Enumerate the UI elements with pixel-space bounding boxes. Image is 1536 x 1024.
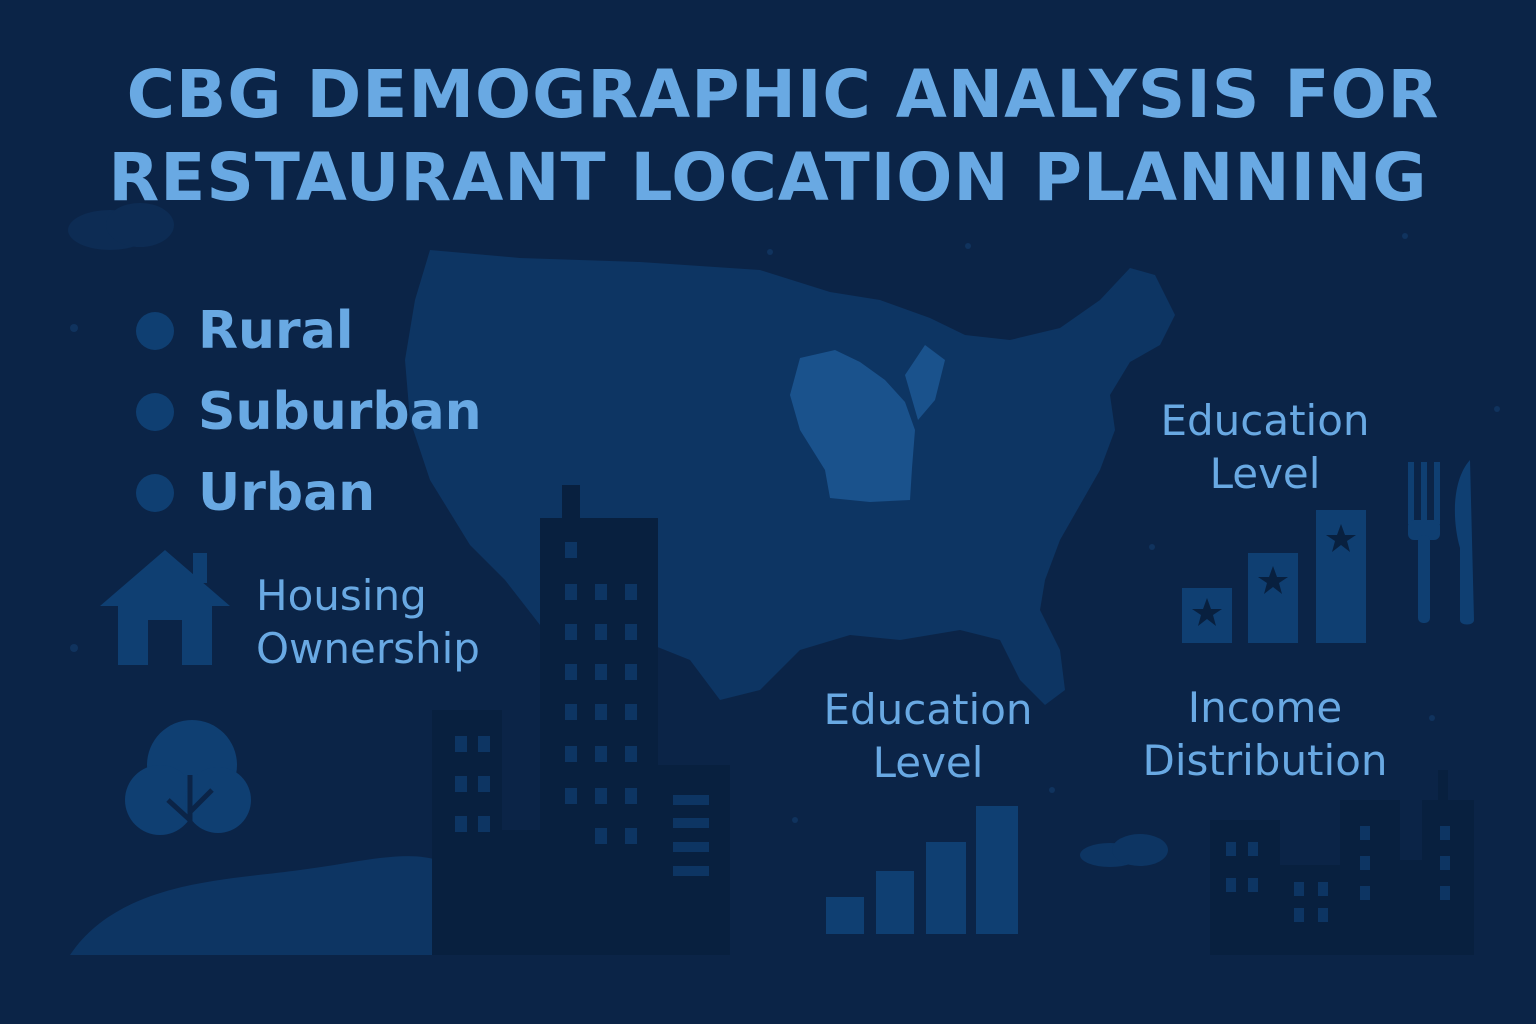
legend-label: Suburban — [198, 381, 482, 442]
area-type-legend: Rural Suburban Urban — [136, 290, 482, 533]
label-line: Level — [1209, 448, 1321, 498]
label-line: Education — [1160, 396, 1370, 445]
label-line: Distribution — [1142, 735, 1388, 785]
label-line: Education — [823, 685, 1033, 734]
legend-dot — [136, 392, 174, 431]
label-line: Income — [1187, 683, 1343, 732]
legend-dot — [136, 473, 174, 512]
knife-icon — [1454, 460, 1474, 625]
house-icon — [100, 550, 230, 665]
cityscape-icon — [1210, 770, 1474, 955]
legend-item-urban: Urban — [136, 452, 482, 533]
legend-dot — [136, 311, 174, 350]
legend-item-suburban: Suburban — [136, 371, 482, 452]
education-level-label-top: Education Level — [1140, 395, 1390, 500]
label-line: Level — [872, 737, 984, 787]
building-windows — [455, 542, 709, 876]
legend-label: Rural — [198, 300, 354, 361]
income-distribution-label: Income Distribution — [1130, 682, 1400, 787]
housing-ownership-label: Housing Ownership — [256, 570, 480, 675]
cloud-icon — [68, 203, 174, 250]
legend-item-rural: Rural — [136, 290, 482, 371]
bar-chart-icon — [826, 806, 1018, 934]
label-line: Ownership — [256, 623, 480, 673]
page-title-line-1: CBG DEMOGRAPHIC ANALYSIS FOR — [126, 56, 1440, 133]
fork-icon — [1408, 462, 1440, 623]
tree-icon — [125, 720, 251, 870]
page-title-line-2: RESTAURANT LOCATION PLANNING — [108, 139, 1428, 216]
education-level-label-bottom: Education Level — [808, 684, 1048, 789]
legend-label: Urban — [198, 462, 376, 523]
cityscape-windows — [1226, 826, 1450, 922]
highlighted-state — [790, 350, 915, 502]
cloud-icon — [1080, 834, 1168, 867]
michigan-peninsula — [905, 345, 945, 420]
star-bar-chart-icon — [1182, 510, 1366, 643]
label-line: Housing — [256, 571, 427, 620]
